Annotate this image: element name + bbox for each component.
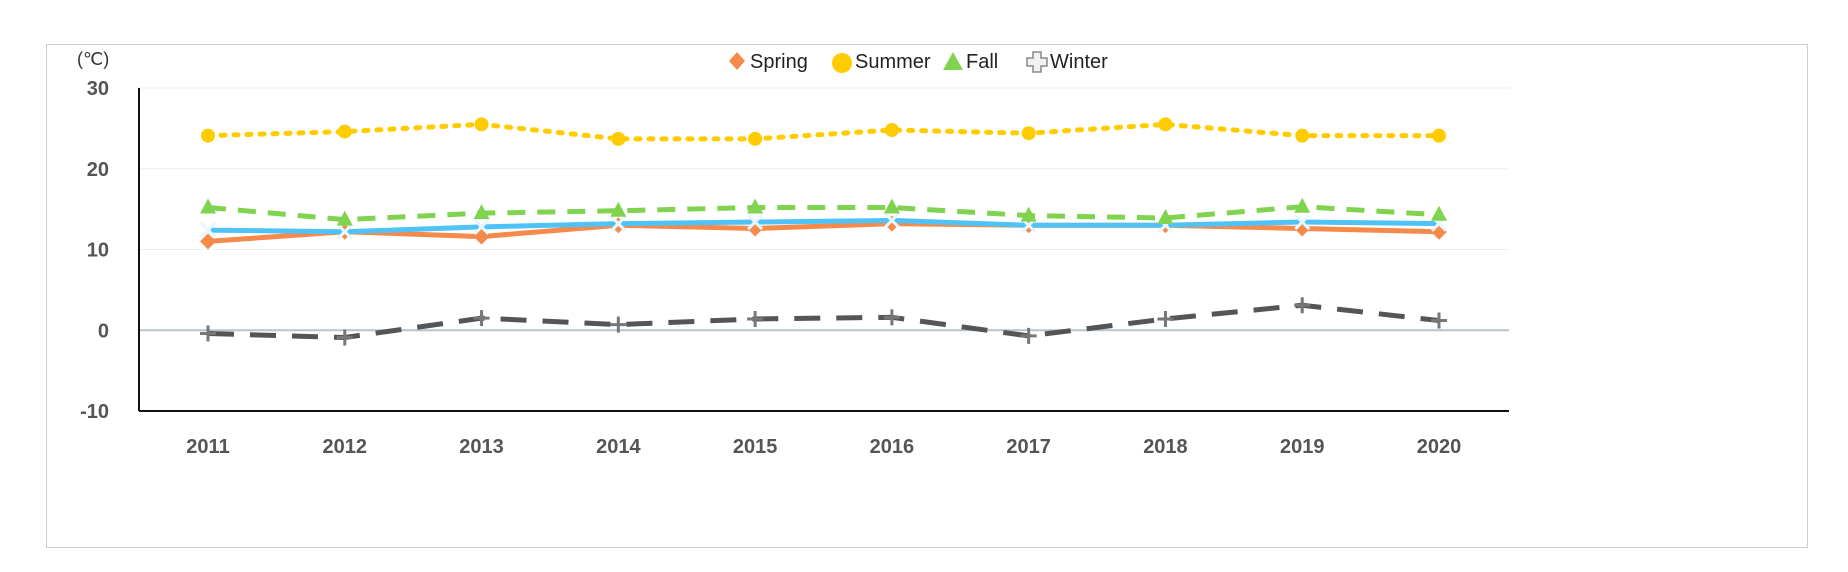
data-point [1294,297,1311,314]
data-point [474,117,489,132]
legend-label: Spring [750,51,808,73]
y-tick-label: 10 [87,240,109,262]
data-point [199,222,217,239]
legend: Spring Summer Fall Winter [729,51,1108,73]
data-point [336,329,353,346]
data-point [200,198,216,214]
x-tick-label: 2013 [459,436,504,458]
data-point [1021,126,1036,141]
series-unlabeled [199,212,1448,240]
data-point [1157,310,1174,327]
diamond-icon [729,52,745,70]
y-tick-label: 30 [87,78,109,100]
x-tick-label: 2020 [1417,436,1462,458]
series-fall [200,197,1447,226]
legend-item-winter: Winter [1026,51,1108,73]
y-tick-label: 20 [87,159,109,181]
data-point [610,215,627,232]
legend-item-fall: Fall [943,51,998,73]
series-line [207,217,1440,235]
x-tick-label: 2016 [870,436,915,458]
data-point [747,310,764,327]
circle-icon [832,53,852,73]
data-point [201,128,215,143]
data-point [747,198,764,214]
series-line [205,121,1442,142]
data-point [473,218,490,235]
data-point [1158,117,1173,132]
unit-label: (℃) [77,49,109,69]
data-point [883,212,900,229]
plus-icon [1026,51,1048,73]
data-point [747,213,764,231]
data-point [883,198,900,214]
legend-item-spring: Spring [729,51,808,73]
data-point [200,233,216,250]
x-tick-label: 2011 [186,436,229,458]
legend-item-summer: Summer [832,51,931,73]
axes: 30 20 10 0 -10 2011 2012 2013 2014 2015 2016 2017 20… [80,78,1509,458]
data-point [1294,197,1311,213]
data-point [748,131,763,146]
data-point [1020,206,1037,222]
data-point [1020,327,1037,344]
series-winter [200,297,1447,346]
data-point [337,124,352,139]
y-tick-label: 0 [98,320,109,342]
data-point [1431,223,1447,240]
legend-label: Fall [966,51,998,73]
triangle-icon [943,52,963,70]
x-tick-label: 2015 [733,436,778,458]
data-point [883,309,900,326]
chart-frame: 30 20 10 0 -10 2011 2012 2013 2014 2015 2016 2017 20… [46,44,1808,548]
y-tick-label: -10 [80,401,109,423]
data-point [1431,205,1447,221]
data-point [200,325,216,342]
series-line [207,204,1440,223]
legend-label: Winter [1050,51,1108,73]
data-point [336,210,353,226]
data-point [1157,209,1174,225]
legend-label: Summer [855,51,931,73]
data-point [473,310,490,327]
data-point [610,201,627,217]
data-point [610,316,627,333]
series-summer [201,117,1446,146]
series-group [199,117,1448,346]
x-tick-label: 2017 [1006,436,1051,458]
x-tick-label: 2018 [1143,436,1188,458]
data-point [1294,213,1311,231]
data-point [1431,312,1447,329]
grid-lines [139,87,1509,332]
series-line [207,302,1440,341]
data-point [336,223,353,240]
data-point [884,122,899,137]
series-line [207,221,1440,244]
line-chart: 30 20 10 0 -10 2011 2012 2013 2014 2015 2016 2017 20… [77,49,1509,458]
x-tick-label: 2019 [1280,436,1325,458]
x-tick-label: 2012 [323,436,368,458]
data-point [1432,128,1446,143]
data-point [611,131,626,146]
x-tick-label: 2014 [596,436,641,458]
data-point [473,204,490,220]
data-point [1295,128,1310,143]
